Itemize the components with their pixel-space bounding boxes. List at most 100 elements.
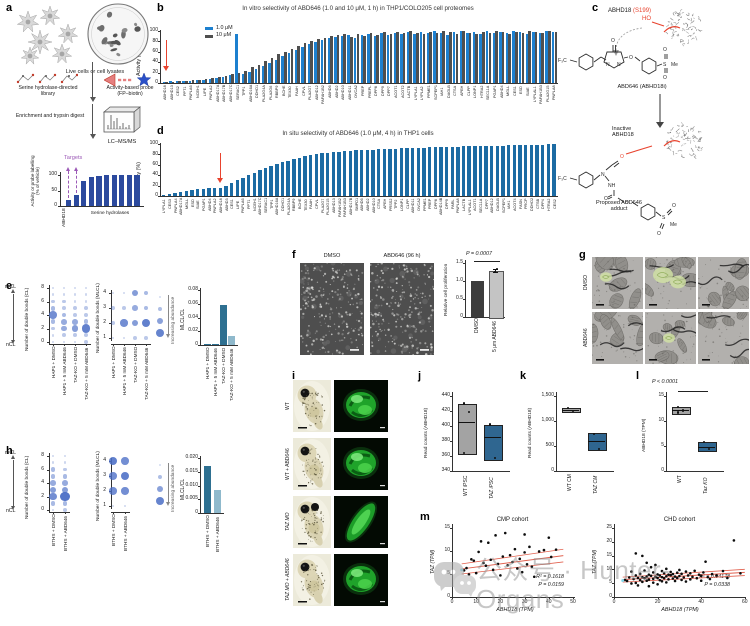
a-bar — [88, 177, 94, 206]
zebrafish-brightfield — [293, 380, 331, 432]
mlcl-bubble — [111, 336, 115, 340]
b-bar-10um — [416, 32, 419, 83]
c-adduct-label: Proposed ABD646 adduct — [595, 200, 643, 213]
tick — [135, 344, 136, 346]
b-bar-10um — [330, 36, 333, 83]
b-bar-10um — [363, 35, 366, 83]
b-bar-10um — [284, 51, 287, 83]
b-xtick: DPP9 — [380, 85, 385, 96]
b-xtick: PLA2G6 — [268, 85, 273, 100]
svg-text:NH: NH — [608, 183, 616, 189]
b-bar-1um — [518, 32, 522, 83]
scatter-xtick: 20 — [654, 598, 661, 605]
svg-text:Me: Me — [671, 62, 678, 68]
d-xtick: PAFAH1B2 — [337, 197, 342, 217]
cl-bubble — [51, 299, 55, 304]
arrow-head — [89, 97, 96, 102]
b-xtick: PLA2G4A — [262, 84, 266, 102]
d-bar — [252, 172, 256, 196]
b-xtick: FAAH — [295, 85, 299, 96]
zebrafish-brightfield — [293, 496, 331, 548]
b-bar-10um — [528, 31, 531, 83]
mlcl-bubble — [111, 321, 115, 325]
box-point — [489, 423, 492, 426]
cl-bubble — [51, 508, 55, 512]
b-xtick: PREPL — [367, 85, 372, 98]
box-point — [463, 402, 466, 405]
panel-e-label: e — [6, 280, 13, 292]
d-xtick: CES1 — [230, 198, 235, 209]
arrow-head — [89, 134, 96, 139]
tick — [46, 456, 49, 457]
ratio-bar — [204, 466, 211, 513]
mlcl-bubble — [133, 336, 137, 340]
arrow-head — [11, 506, 16, 510]
b-xtick: ESD — [519, 86, 524, 94]
b-bar-10um — [402, 33, 406, 83]
box-ytick: 360 — [441, 452, 450, 459]
tick — [158, 154, 160, 155]
b-bar-10um — [211, 78, 214, 83]
tick — [450, 456, 452, 457]
d-bar — [263, 167, 268, 196]
cl-bubble — [62, 473, 68, 479]
d-xtick: NCEH1 — [252, 198, 257, 211]
ratio-ytick: 0.015 — [185, 467, 198, 474]
axis — [200, 345, 238, 346]
b-bar-1um — [452, 32, 456, 83]
tick — [86, 344, 87, 346]
tick — [664, 446, 666, 447]
c-site: (S199) — [633, 8, 652, 14]
d-xtick: ABHD2 — [365, 198, 370, 211]
cl-bubble — [73, 300, 77, 303]
tick — [158, 164, 160, 166]
d-ytick: 100 — [149, 140, 158, 147]
arrow-head — [165, 502, 170, 506]
box-ytick: 440 — [441, 392, 450, 399]
b-bar-1um — [254, 68, 258, 83]
panel-h-label: h — [6, 445, 13, 457]
cl-ytick: 0 — [41, 506, 44, 513]
d-bar — [286, 160, 290, 196]
mlcl-bubble — [109, 487, 117, 495]
b-bar-10um — [350, 36, 353, 83]
f-ytick: 1.5 — [456, 259, 463, 266]
box-point — [493, 457, 496, 460]
tick — [548, 597, 550, 599]
cl-bubble — [62, 340, 66, 344]
b-bar-1um — [287, 52, 291, 83]
cl-ytick: 0 — [41, 338, 44, 345]
e-cl-ylabel: Number of double bonds (CL) — [25, 287, 30, 351]
cl-xcat: HAP1 + DMSO — [50, 346, 56, 378]
scatter-ytick: 25 — [606, 524, 612, 531]
cl-bubble — [62, 293, 66, 297]
d-bar — [512, 145, 517, 196]
cl-bubble — [50, 305, 56, 311]
b-bar-10um — [468, 32, 472, 83]
mlcl-bubble — [120, 319, 128, 327]
d-bar — [343, 151, 347, 196]
b-bar-10um — [429, 31, 432, 83]
arrow-head — [11, 455, 16, 459]
m1-r2: R² = 0.1618 — [536, 574, 564, 580]
b-bar-1um — [221, 76, 225, 83]
b-xtick: PLA2G7 — [308, 85, 313, 100]
legend-swatch-1 — [205, 27, 213, 31]
tick — [58, 190, 60, 192]
b-xtick: PNPLA2 — [209, 85, 214, 100]
mlcl-xcat: HAP1 + 5 mM ABD646 — [121, 347, 127, 395]
scatter-ytick: 5 — [609, 579, 612, 586]
box-point — [597, 447, 600, 450]
d-bar — [439, 147, 443, 196]
b-bar-1um — [228, 75, 231, 83]
arrow-head — [66, 167, 70, 171]
median-line — [672, 410, 689, 411]
tick — [198, 458, 200, 459]
scatter-xtick: 20 — [497, 598, 504, 605]
tick — [198, 513, 200, 514]
b-bar-10um — [218, 76, 221, 83]
b-xtick: DPP7 — [387, 85, 392, 96]
median-line — [562, 409, 579, 411]
a-xgroup-label: Serine hydrolases — [90, 211, 130, 216]
d-bar — [393, 148, 398, 196]
